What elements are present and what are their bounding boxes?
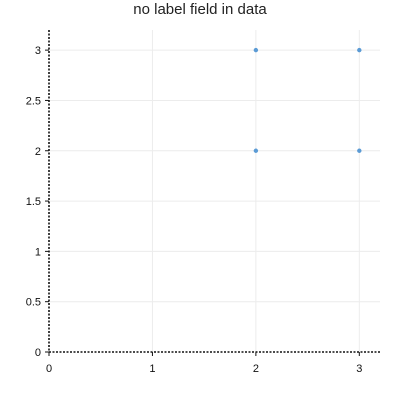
x-tick-label: 2	[253, 363, 259, 375]
y-tick-label: 3	[35, 45, 41, 57]
data-point	[357, 47, 362, 53]
y-tick-label: 1.5	[26, 196, 41, 208]
y-tick-label: 0	[35, 347, 41, 359]
x-tick-label: 1	[149, 363, 155, 375]
data-points	[253, 47, 362, 153]
x-tick-label: 3	[356, 363, 362, 375]
y-tick-label: 2.5	[26, 95, 41, 107]
y-tick-label: 1	[35, 246, 41, 258]
data-point	[253, 47, 259, 53]
axes	[45, 30, 380, 356]
y-tick-label: 0.5	[26, 297, 41, 309]
chart-title: no label field in data	[133, 1, 267, 18]
x-tick-label: 0	[46, 363, 52, 375]
data-point	[357, 148, 362, 153]
data-point	[253, 148, 259, 153]
grid	[49, 30, 380, 352]
tick-labels: 0 1 2 3 0 0.5 1 1.5 2 2.5 3	[26, 45, 363, 375]
y-tick-label: 2	[35, 146, 41, 158]
